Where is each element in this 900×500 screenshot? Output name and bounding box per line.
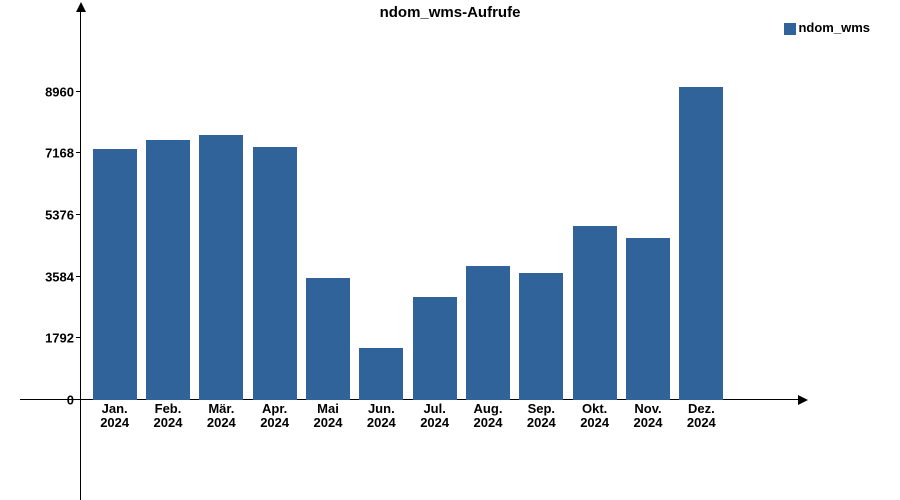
- plot-area: 017923584537671688960Jan.2024Feb.2024Mär…: [80, 30, 800, 400]
- x-tick-label: Dez.2024: [675, 400, 728, 431]
- x-tick-label: Sep.2024: [515, 400, 568, 431]
- y-tick-label: 0: [67, 393, 80, 408]
- x-tick-label: Mär.2024: [195, 400, 248, 431]
- x-tick-label: Nov.2024: [621, 400, 674, 431]
- chart-container: ndom_wms-Aufrufe ndom_wms 01792358453767…: [0, 0, 900, 500]
- y-axis-extension: [80, 400, 81, 500]
- legend-label: ndom_wms: [798, 20, 870, 35]
- bar: [626, 238, 670, 400]
- x-tick-label: Jan.2024: [88, 400, 141, 431]
- x-tick-label: Mai2024: [301, 400, 354, 431]
- x-tick-label: Jul.2024: [408, 400, 461, 431]
- y-tick-label: 3584: [45, 269, 80, 284]
- chart-title: ndom_wms-Aufrufe: [380, 4, 521, 21]
- bar: [306, 278, 350, 400]
- y-tick-mark: [76, 337, 80, 338]
- x-tick-label: Feb.2024: [141, 400, 194, 431]
- x-tick-label: Apr.2024: [248, 400, 301, 431]
- y-axis: [80, 10, 81, 400]
- y-tick-mark: [76, 91, 80, 92]
- x-tick-label: Aug.2024: [461, 400, 514, 431]
- x-tick-label: Jun.2024: [355, 400, 408, 431]
- bar: [253, 147, 297, 400]
- y-tick-label: 5376: [45, 208, 80, 223]
- y-tick-mark: [76, 152, 80, 153]
- x-tick-label: Okt.2024: [568, 400, 621, 431]
- y-axis-arrow: [76, 2, 86, 12]
- bar: [679, 87, 723, 400]
- bar: [199, 135, 243, 400]
- x-axis-arrow: [798, 395, 808, 405]
- bar: [466, 266, 510, 400]
- bar: [359, 348, 403, 400]
- y-tick-mark: [76, 276, 80, 277]
- y-tick-label: 7168: [45, 146, 80, 161]
- bar: [519, 273, 563, 400]
- bar: [413, 297, 457, 400]
- y-tick-label: 8960: [45, 84, 80, 99]
- bar: [146, 140, 190, 400]
- y-tick-mark: [76, 214, 80, 215]
- y-tick-label: 1792: [45, 331, 80, 346]
- bar: [573, 226, 617, 400]
- bar: [93, 149, 137, 400]
